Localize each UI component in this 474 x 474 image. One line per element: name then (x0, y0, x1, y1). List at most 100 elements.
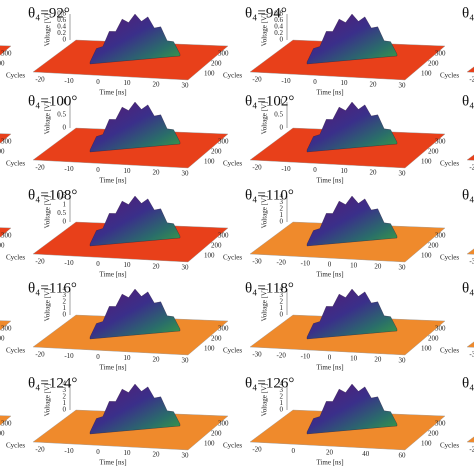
pulse-surface (89, 13, 181, 65)
cycles-tick-label: 100 (204, 158, 215, 166)
cycles-axis-title: Cycles (6, 160, 25, 168)
voltage-tick-label: 0 (63, 311, 67, 319)
voltage-tick-label: 0 (63, 218, 67, 226)
voltage-tick-label: 0 (280, 406, 284, 414)
voltage-tick-label: 2 (280, 393, 284, 401)
time-tick-label: 30 (182, 452, 190, 460)
time-tick-label: 30 (399, 357, 407, 365)
cycles-tick-label: 200 (0, 335, 5, 343)
voltage-tick-label: 4 (280, 285, 284, 293)
pulse-surface (89, 101, 181, 153)
panel-label: θ₄=110° (245, 187, 294, 203)
cycles-tick-label: 200 (428, 430, 439, 438)
time-tick-label: 30 (182, 170, 190, 178)
voltage-tick-label: 0.8 (57, 10, 66, 18)
time-tick-label: 30 (182, 357, 190, 365)
surface-floor (466, 341, 474, 348)
cycles-tick-label: 200 (428, 335, 439, 343)
time-tick-label: -10 (64, 447, 74, 455)
panel-label: θ₄=100° (28, 93, 77, 109)
cycles-axis-title: Cycles (440, 347, 459, 355)
cycles-tick-label: 200 (211, 430, 222, 438)
cycles-tick-label: 300 (218, 138, 229, 146)
time-tick-label: 20 (153, 262, 161, 270)
time-tick-label: -30 (252, 351, 262, 359)
voltage-tick-label: 4 (280, 380, 284, 388)
panel-label: θ₄=118° (245, 280, 294, 296)
cycles-tick-label: 100 (421, 70, 432, 78)
time-tick-label: -10 (301, 353, 311, 361)
panel-label: θ₄= (462, 187, 474, 203)
time-axis-title: Time [ns] (99, 364, 126, 372)
cycles-tick-label: 300 (1, 50, 12, 58)
time-axis-title: Time [ns] (99, 177, 126, 185)
cycles-tick-label: 200 (211, 148, 222, 156)
voltage-tick-label: 1.5 (57, 192, 66, 200)
cycles-tick-label: 200 (0, 242, 5, 250)
cycles-tick-label: 300 (1, 325, 12, 333)
voltage-tick-label: 0 (280, 218, 284, 226)
cycles-tick-label: 300 (218, 50, 229, 58)
voltage-tick-label: 2 (280, 298, 284, 306)
time-tick-label: 20 (370, 80, 378, 88)
voltage-tick-label: 0.8 (274, 10, 283, 18)
cycles-tick-label: 200 (428, 148, 439, 156)
time-tick-label: -20 (252, 76, 262, 84)
voltage-tick-label: 0.5 (57, 209, 66, 217)
cycles-tick-label: 300 (435, 232, 446, 240)
cycles-tick-label: 300 (218, 325, 229, 333)
panel-label: θ₄=116° (28, 280, 77, 296)
time-tick-label: -20 (469, 76, 474, 84)
panel-label: θ₄= (462, 5, 474, 21)
cycles-tick-label: 300 (435, 138, 446, 146)
voltage-tick-label: 1 (63, 98, 67, 106)
cycles-tick-label: 100 (204, 440, 215, 448)
voltage-tick-label: 0 (280, 36, 284, 44)
time-axis-title: Time [ns] (316, 177, 343, 185)
pulse-surface (89, 195, 181, 247)
voltage-tick-label: 0 (280, 124, 284, 132)
cycles-tick-label: 100 (421, 440, 432, 448)
time-tick-label: 20 (326, 449, 334, 457)
cycles-axis-title: Cycles (6, 254, 25, 262)
voltage-tick-label: 2 (63, 393, 67, 401)
time-tick-label: -20 (35, 446, 45, 454)
time-tick-label: -20 (252, 446, 262, 454)
time-axis-title: Time [ns] (316, 364, 343, 372)
time-tick-label: -10 (281, 165, 291, 173)
time-tick-label: 20 (153, 168, 161, 176)
time-tick-label: 20 (153, 355, 161, 363)
voltage-tick-label: 1 (63, 304, 67, 312)
cycles-tick-label: 100 (421, 158, 432, 166)
voltage-tick-label: 2 (280, 205, 284, 213)
time-axis-title: Time [ns] (316, 89, 343, 97)
cycles-tick-label: 200 (211, 242, 222, 250)
surface-floor (466, 436, 474, 443)
time-tick-label: -30 (252, 258, 262, 266)
cycles-axis-title: Cycles (223, 72, 242, 80)
cycles-axis-title: Cycles (223, 442, 242, 450)
cycles-tick-label: 200 (0, 430, 5, 438)
voltage-tick-label: 1 (280, 211, 284, 219)
voltage-tick-label: 1 (280, 98, 284, 106)
panel-label: θ₄=124° (28, 375, 77, 391)
time-tick-label: 10 (341, 79, 349, 87)
voltage-tick-label: 4 (63, 380, 67, 388)
panel-label: θ₄= (462, 93, 474, 109)
cycles-tick-label: 200 (0, 60, 5, 68)
time-tick-label: -30 (469, 258, 474, 266)
time-tick-label: 20 (153, 450, 161, 458)
voltage-tick-label: 3 (63, 386, 67, 394)
surface-floor (466, 154, 474, 161)
cycles-tick-label: 300 (435, 420, 446, 428)
voltage-axis-title: Voltage [V] (44, 289, 52, 322)
time-tick-label: -10 (64, 165, 74, 173)
time-tick-label: -10 (64, 259, 74, 267)
voltage-tick-label: 0 (63, 124, 67, 132)
